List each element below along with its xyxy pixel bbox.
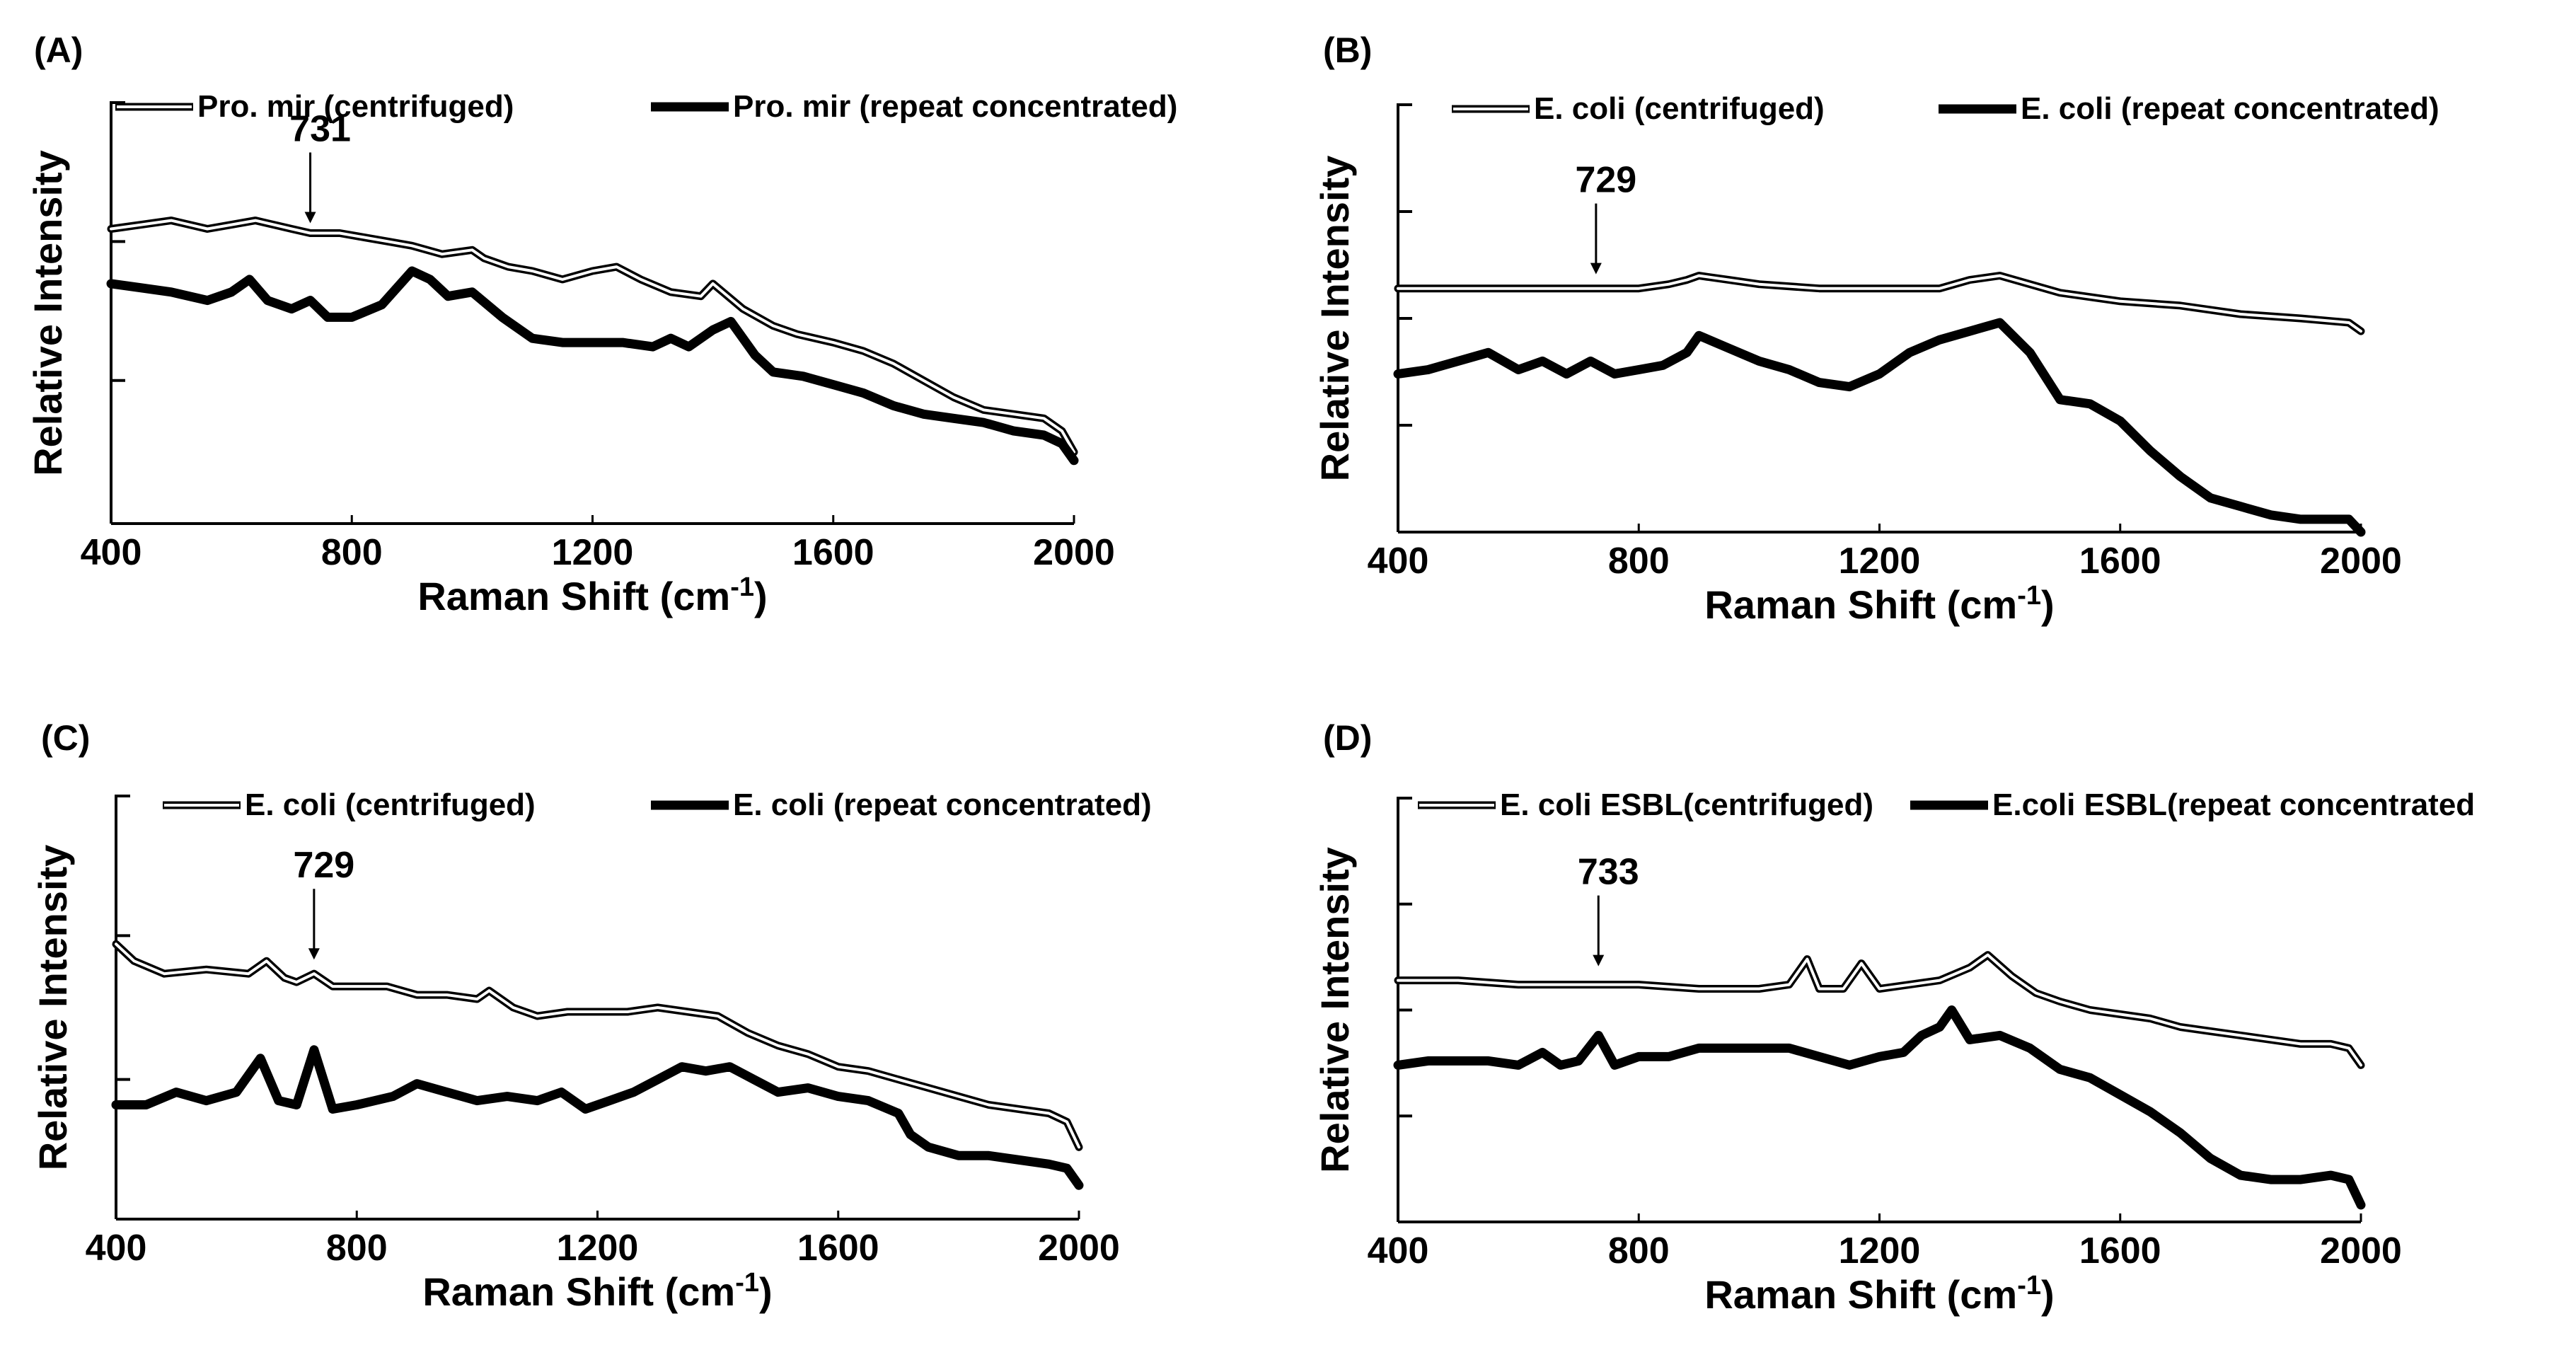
x-tick-label: 1600	[2079, 541, 2161, 582]
x-axis-label-close: )	[2041, 1272, 2055, 1317]
legend-label-1: E.coli ESBL(repeat concentrated	[1992, 788, 2475, 822]
x-tick-label: 2000	[2320, 541, 2402, 582]
legend-label-1: E. coli (repeat concentrated)	[2021, 91, 2439, 126]
annotation-arrow-head	[304, 212, 316, 224]
annotation-arrow-head	[1590, 262, 1602, 275]
x-tick-label: 400	[81, 532, 142, 573]
legend-label-0: E. coli (centrifuged)	[1534, 91, 1825, 126]
x-axis-label-superscript: -1	[2017, 581, 2041, 611]
x-tick-label: 400	[86, 1228, 147, 1269]
x-axis-label: Raman Shift (cm-1)	[1704, 1271, 2054, 1317]
x-tick-label: 400	[1368, 541, 1429, 582]
x-axis-label-main: Raman Shift (cm	[1704, 582, 2017, 627]
series-line-0-inner	[1397, 274, 2362, 333]
panel-label: (D)	[1323, 718, 1372, 758]
y-axis-label: Relative Intensity	[1312, 847, 1357, 1173]
x-tick-label: 800	[321, 532, 383, 573]
x-axis-label-superscript: -1	[735, 1268, 759, 1298]
x-axis-label-main: Raman Shift (cm	[417, 574, 730, 618]
annotation-arrow-head	[308, 948, 320, 960]
annotation-label: 733	[1578, 852, 1639, 893]
x-tick-label: 1200	[1839, 541, 1921, 582]
series-line-1	[106, 266, 1079, 466]
x-axis-label-superscript: -1	[730, 572, 754, 602]
x-axis-label-main: Raman Shift (cm	[422, 1269, 735, 1314]
x-tick-label: 800	[1608, 541, 1670, 582]
x-tick-label: 1600	[2079, 1230, 2161, 1271]
x-tick-label: 400	[1368, 1230, 1429, 1271]
panel-label: (B)	[1323, 30, 1372, 70]
x-axis-label-main: Raman Shift (cm	[1704, 1272, 2017, 1317]
x-tick-label: 800	[326, 1228, 388, 1269]
series-line-1	[111, 1045, 1084, 1190]
x-tick-label: 1200	[557, 1228, 639, 1269]
x-axis-label-close: )	[2041, 582, 2055, 627]
annotation-label: 729	[293, 845, 354, 886]
x-axis-label-superscript: -1	[2017, 1271, 2041, 1300]
x-tick-label: 2000	[1033, 532, 1115, 573]
y-axis-label: Relative Intensity	[1312, 156, 1357, 482]
series-line-1	[1393, 318, 2366, 537]
legend-label-0: E. coli (centrifuged)	[245, 788, 536, 822]
x-tick-label: 1600	[797, 1228, 879, 1269]
x-axis-label: Raman Shift (cm-1)	[1704, 581, 2054, 627]
series-line-0-inner	[110, 219, 1075, 454]
panel-label: (C)	[41, 718, 90, 758]
series-line-0-inner	[1397, 953, 2362, 1067]
y-axis-label: Relative Intensity	[30, 845, 75, 1171]
x-axis-label-close: )	[759, 1269, 773, 1314]
x-tick-label: 1600	[792, 532, 874, 573]
x-tick-label: 2000	[2320, 1230, 2402, 1271]
legend-label-0: E. coli ESBL(centrifuged)	[1500, 788, 1873, 822]
x-tick-label: 1200	[552, 532, 634, 573]
series-line-0-inner	[115, 942, 1080, 1149]
x-axis-label-close: )	[754, 574, 768, 618]
annotation-arrow-head	[1593, 954, 1605, 967]
x-axis-label: Raman Shift (cm-1)	[422, 1268, 772, 1314]
panel-label: (A)	[34, 30, 83, 70]
x-tick-label: 800	[1608, 1230, 1670, 1271]
annotation-label: 729	[1575, 160, 1636, 201]
series-line-1	[1393, 1005, 2366, 1210]
x-tick-label: 1200	[1839, 1230, 1921, 1271]
y-axis-label: Relative Intensity	[25, 150, 70, 476]
legend-label-1: Pro. mir (repeat concentrated)	[733, 89, 1177, 124]
legend-label-1: E. coli (repeat concentrated)	[733, 788, 1152, 822]
legend-label-0: Pro. mir (centrifuged)	[197, 89, 514, 124]
x-tick-label: 2000	[1038, 1228, 1120, 1269]
annotation-label: 731	[289, 109, 351, 150]
x-axis-label: Raman Shift (cm-1)	[417, 572, 767, 618]
